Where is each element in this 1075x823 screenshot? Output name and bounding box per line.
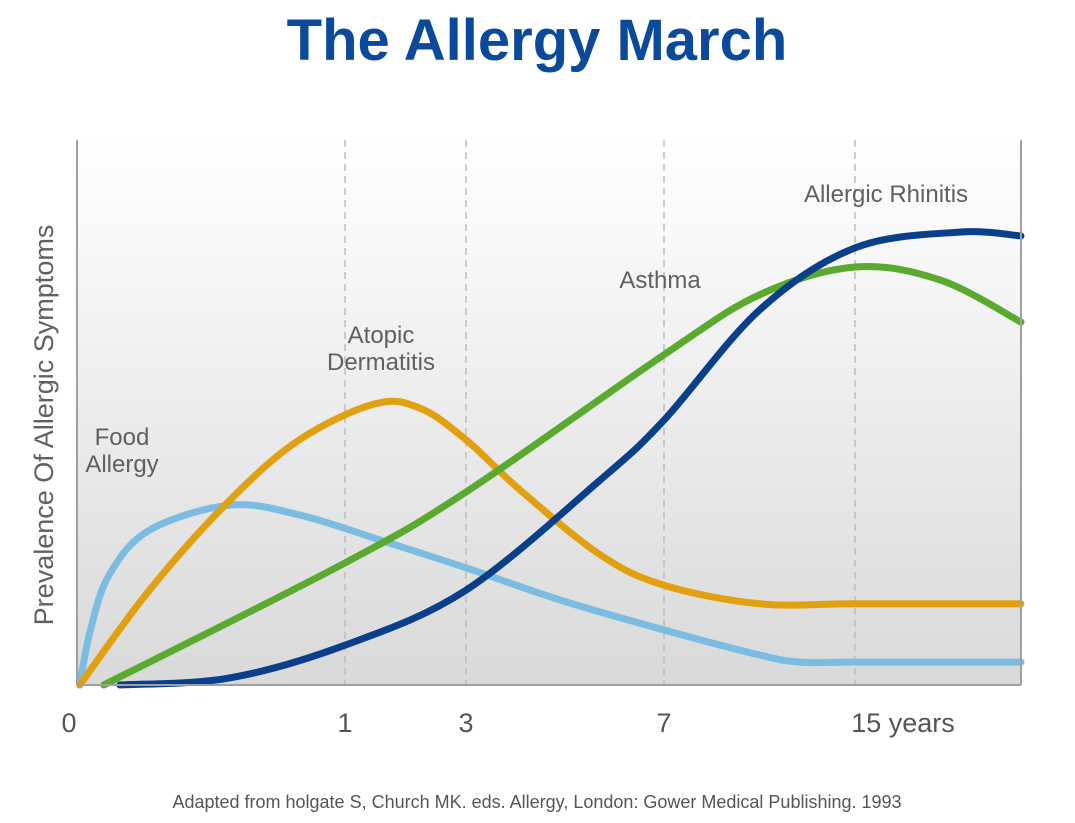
source-note: Adapted from holgate S, Church MK. eds. … <box>172 792 901 812</box>
series-label: Food Allergy <box>85 424 158 478</box>
x-tick-label: 7 <box>656 708 671 738</box>
series-label: Asthma <box>619 267 701 294</box>
x-tick-label: 3 <box>458 708 473 738</box>
series-line <box>76 397 1025 689</box>
series-line <box>100 263 1025 689</box>
series-label: Atopic Dermatitis <box>327 322 435 376</box>
x-tick-label: 0 <box>61 708 76 738</box>
chart-title: The Allergy March <box>287 8 788 73</box>
series-line <box>76 501 1025 689</box>
labels: 0 1 3 7 15 years Food Allergy Atopic Dermatitis A… <box>61 181 968 738</box>
x-tick-label: 15 years <box>851 708 955 738</box>
lines <box>76 228 1025 689</box>
series-label: Allergic Rhinitis <box>804 181 968 208</box>
x-tick-label: 1 <box>337 708 352 738</box>
y-axis-label: Prevalence Of Allergic Symptoms <box>29 225 59 626</box>
grid <box>344 140 856 685</box>
series-line <box>116 228 1025 689</box>
